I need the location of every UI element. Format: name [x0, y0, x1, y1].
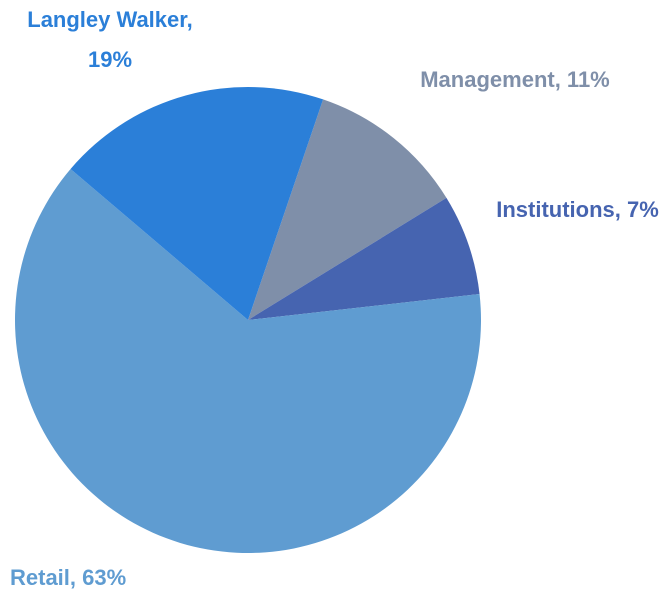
pie-slice: [248, 197, 480, 320]
pie-slice: [248, 99, 447, 320]
pie-slice: [70, 87, 324, 320]
pie-slice: [14, 168, 481, 554]
data-label: Langley Walker, 19%: [27, 7, 193, 72]
data-label: Institutions, 7%: [496, 197, 659, 222]
data-label: Retail, 63%: [10, 565, 127, 590]
data-label: Management, 11%: [420, 67, 610, 92]
